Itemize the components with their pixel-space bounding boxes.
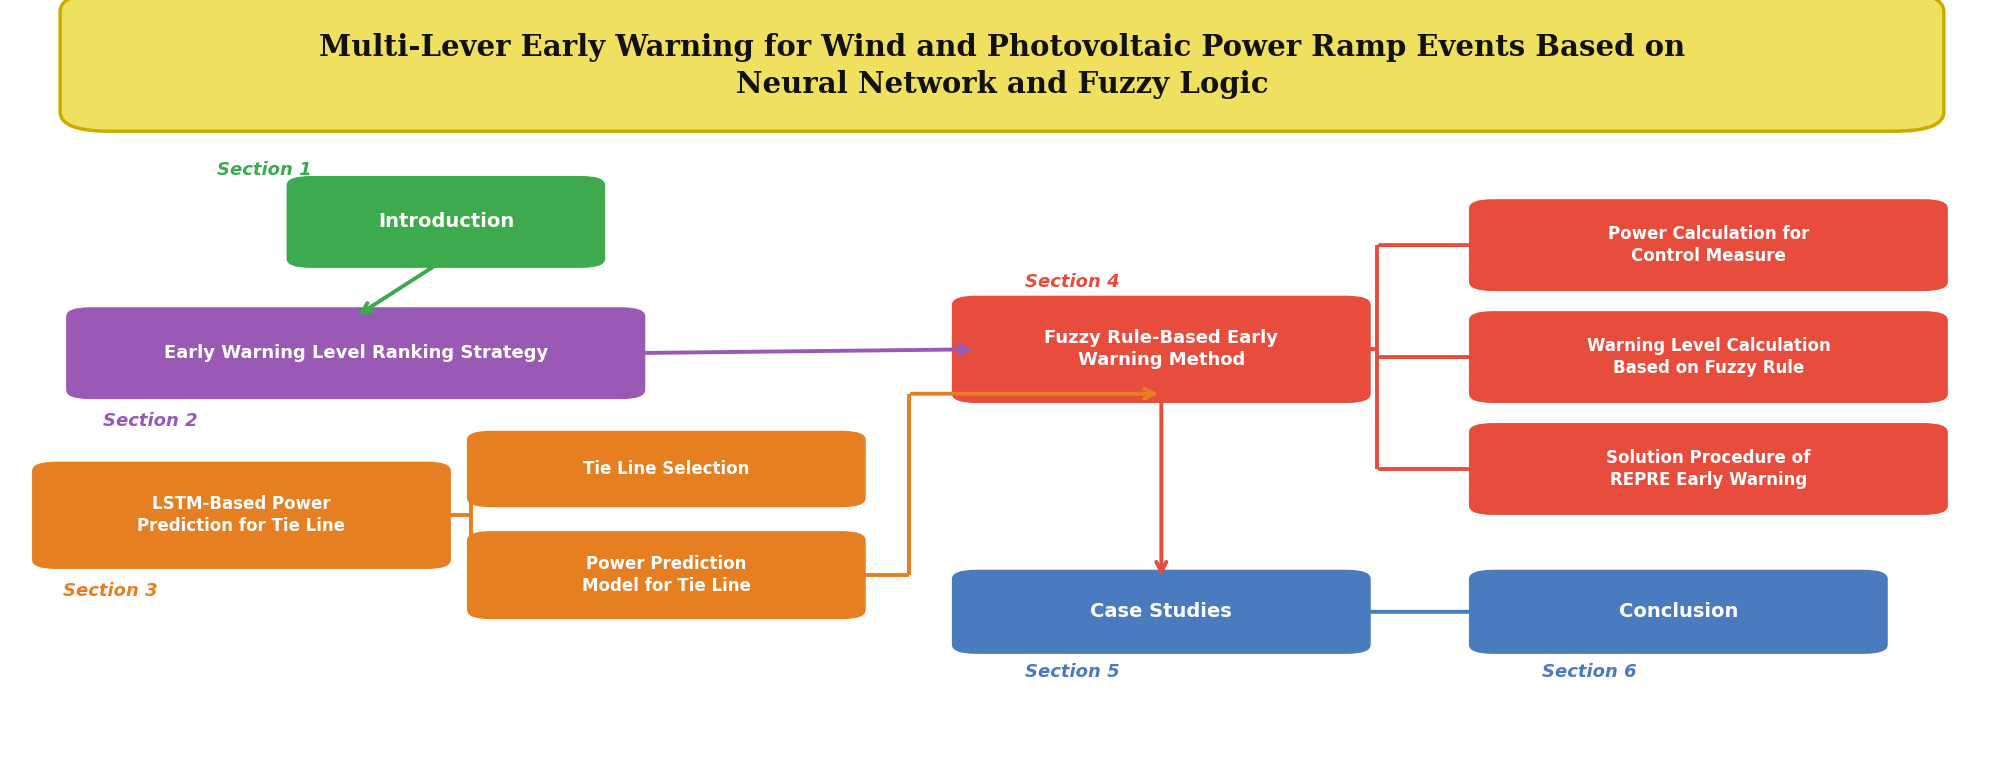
Text: Section 6: Section 6 bbox=[1541, 662, 1637, 681]
Text: Introduction: Introduction bbox=[379, 212, 513, 232]
FancyBboxPatch shape bbox=[1469, 199, 1948, 291]
Text: Fuzzy Rule-Based Early
Warning Method: Fuzzy Rule-Based Early Warning Method bbox=[1044, 329, 1279, 370]
Text: Power Prediction
Model for Tie Line: Power Prediction Model for Tie Line bbox=[581, 555, 752, 595]
Text: LSTM-Based Power
Prediction for Tie Line: LSTM-Based Power Prediction for Tie Line bbox=[138, 495, 345, 536]
Text: Section 3: Section 3 bbox=[62, 581, 158, 600]
FancyBboxPatch shape bbox=[287, 176, 605, 268]
Text: Case Studies: Case Studies bbox=[1090, 602, 1232, 621]
Text: Neural Network and Fuzzy Logic: Neural Network and Fuzzy Logic bbox=[735, 70, 1269, 100]
FancyBboxPatch shape bbox=[952, 570, 1371, 654]
Text: Power Calculation for
Control Measure: Power Calculation for Control Measure bbox=[1607, 225, 1810, 266]
Text: Early Warning Level Ranking Strategy: Early Warning Level Ranking Strategy bbox=[164, 344, 547, 362]
Text: Multi-Lever Early Warning for Wind and Photovoltaic Power Ramp Events Based on: Multi-Lever Early Warning for Wind and P… bbox=[319, 33, 1685, 63]
FancyBboxPatch shape bbox=[1469, 311, 1948, 403]
Text: Section 4: Section 4 bbox=[1024, 273, 1120, 291]
FancyBboxPatch shape bbox=[66, 307, 645, 399]
Text: Tie Line Selection: Tie Line Selection bbox=[583, 460, 749, 478]
FancyBboxPatch shape bbox=[467, 531, 866, 619]
Text: Section 1: Section 1 bbox=[216, 161, 313, 179]
FancyBboxPatch shape bbox=[467, 431, 866, 507]
Text: Section 2: Section 2 bbox=[102, 411, 198, 430]
FancyBboxPatch shape bbox=[1469, 423, 1948, 515]
FancyBboxPatch shape bbox=[952, 296, 1371, 403]
Text: Warning Level Calculation
Based on Fuzzy Rule: Warning Level Calculation Based on Fuzzy… bbox=[1587, 337, 1830, 378]
Text: Solution Procedure of
REPRE Early Warning: Solution Procedure of REPRE Early Warnin… bbox=[1607, 449, 1810, 489]
Text: Section 5: Section 5 bbox=[1024, 662, 1120, 681]
Text: Conclusion: Conclusion bbox=[1619, 602, 1737, 621]
FancyBboxPatch shape bbox=[60, 0, 1944, 131]
FancyBboxPatch shape bbox=[32, 462, 451, 569]
FancyBboxPatch shape bbox=[1469, 570, 1888, 654]
